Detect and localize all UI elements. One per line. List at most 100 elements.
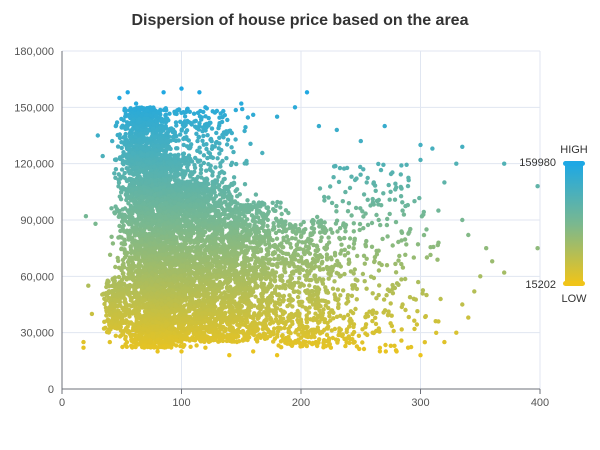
scatter-point (180, 307, 185, 313)
scatter-point (176, 225, 181, 230)
scatter-point (167, 230, 173, 236)
y-tick-label: 90,000 (20, 215, 54, 227)
scatter-point (119, 145, 124, 151)
scatter-point (156, 264, 161, 269)
scatter-point (144, 283, 149, 288)
scatter-point (136, 213, 142, 218)
scatter-point (127, 131, 133, 136)
scatter-point (136, 269, 142, 274)
scatter-point (136, 276, 142, 282)
scatter-point (113, 264, 118, 270)
scatter-point (136, 200, 141, 205)
scatter-point (127, 213, 132, 218)
scatter-point (112, 211, 118, 216)
scatter-point (169, 307, 174, 312)
scatter-point (145, 329, 150, 335)
scatter-point (113, 167, 119, 172)
scatter-point (124, 340, 130, 345)
scatter-point (114, 207, 120, 212)
scatter-point (154, 273, 159, 278)
scatter-point (194, 270, 199, 275)
scatter-point (109, 234, 114, 239)
scatter-point (147, 249, 152, 254)
scatter-point (107, 252, 113, 257)
scatter-point (126, 153, 131, 159)
scatter-point (242, 182, 248, 187)
scatter-point (182, 342, 187, 348)
scatter-point (141, 336, 146, 341)
scatter-point (173, 259, 178, 264)
scatter-point (120, 212, 125, 217)
scatter-point (146, 217, 151, 222)
scatter-point (183, 326, 188, 331)
scatter-point (179, 299, 184, 304)
scatter-point (163, 216, 168, 221)
scatter-point (150, 334, 156, 339)
scatter-point (157, 238, 162, 244)
scatter-point (120, 154, 125, 159)
scatter-point (137, 325, 142, 330)
scatter-point (127, 228, 133, 233)
scatter-point (154, 200, 159, 205)
scatter-point (170, 250, 175, 255)
scatter-point (124, 120, 130, 125)
scatter-point (155, 302, 160, 307)
scatter-point (159, 273, 165, 278)
scatter-point (126, 222, 132, 227)
scatter-point (177, 277, 182, 282)
scatter-point (194, 244, 200, 250)
scatter-point (158, 248, 163, 254)
scatter-point (147, 339, 153, 345)
scatter-point (172, 319, 178, 324)
scatter-point (178, 269, 184, 274)
scatter-point (120, 344, 125, 350)
scatter-point (120, 158, 126, 163)
scatter-point (119, 125, 125, 130)
y-tick-label: 0 (48, 384, 54, 396)
scatter-point (164, 309, 170, 315)
scatter-point (179, 208, 184, 214)
scatter-point (149, 304, 154, 309)
scatter-point (150, 312, 156, 317)
scatter-point (142, 298, 148, 303)
scatter-point (164, 330, 169, 335)
scatter-point (123, 108, 129, 113)
scatter-point (184, 249, 189, 254)
scatter-point (165, 322, 170, 327)
scatter-point (140, 327, 146, 332)
scatter-point (113, 157, 119, 163)
scatter-point (175, 246, 180, 251)
scatter-point (200, 187, 205, 193)
scatter-point (121, 229, 127, 234)
scatter-point (185, 211, 190, 217)
scatter-point (118, 197, 124, 202)
scatter-point (161, 288, 166, 293)
scatter-point (147, 333, 152, 338)
scatter-point (192, 217, 198, 222)
scatter-point (182, 223, 187, 228)
scatter-point (133, 264, 138, 269)
scatter-point (185, 336, 191, 341)
scatter-point (126, 201, 131, 206)
scatter-point (163, 112, 168, 118)
scatter-point (132, 249, 137, 254)
scatter-point (174, 220, 179, 225)
scatter-point (183, 298, 188, 303)
scatter-point (148, 265, 153, 270)
scatter-point (177, 315, 182, 321)
scatter-point (164, 201, 169, 206)
scatter-point (198, 247, 203, 252)
scatter-point (188, 302, 193, 307)
scatter-point (161, 256, 166, 261)
y-tick-label: 30,000 (20, 328, 54, 340)
scatter-point (158, 208, 163, 214)
scatter-point (173, 298, 178, 303)
scatter-point (122, 170, 127, 176)
scatter-point (149, 270, 155, 276)
scatter-point (187, 227, 192, 232)
scatter-point (159, 229, 164, 235)
scatter-point (116, 235, 121, 240)
scatter-point (119, 265, 125, 271)
scatter-point (119, 190, 124, 195)
scatter-point (128, 135, 133, 141)
